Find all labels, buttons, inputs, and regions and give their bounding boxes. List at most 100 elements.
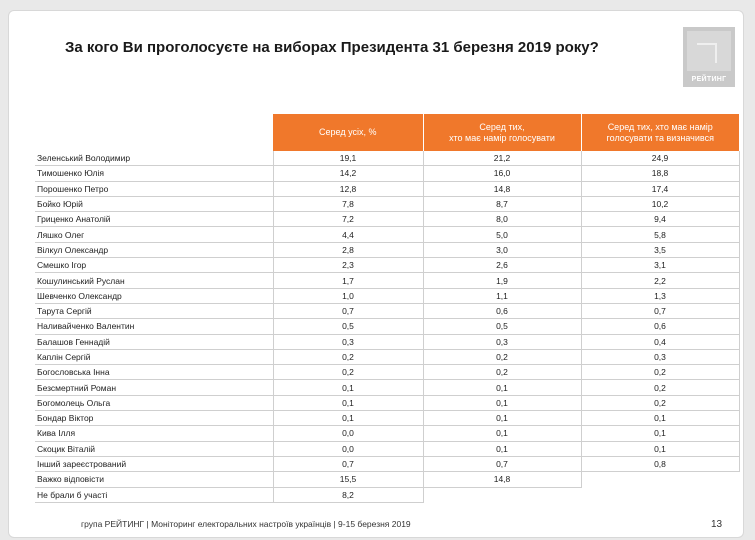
value-among-all: 0,2 [273, 349, 424, 366]
value-among-decided: 3,1 [581, 257, 740, 274]
candidate-name: Наливайченко Валентин [35, 318, 274, 335]
value-among-all: 2,8 [273, 242, 424, 259]
value-among-all: 0,5 [273, 318, 424, 335]
value-among-voters: 14,8 [423, 181, 582, 197]
table-row: Богословська Інна 0,2 0,2 0,2 [35, 364, 740, 381]
value-among-all: 1,0 [273, 288, 424, 304]
value-among-all: 14,2 [273, 165, 424, 182]
candidate-name: Важко відповісти [35, 471, 274, 488]
value-among-voters: 5,0 [423, 226, 582, 243]
value-among-voters: 0,2 [423, 349, 582, 366]
value-among-voters: 0,7 [423, 456, 582, 473]
candidate-name: Бойко Юрій [35, 196, 274, 213]
value-among-voters: 0,1 [423, 410, 582, 427]
table-row: Безсмертний Роман 0,1 0,1 0,2 [35, 379, 740, 396]
table-row: Каплін Сергій 0,2 0,2 0,3 [35, 349, 740, 366]
value-among-voters: 14,8 [423, 471, 582, 488]
candidate-name: Інший зареєстрований [35, 456, 274, 473]
value-among-voters: 21,2 [423, 151, 582, 167]
value-among-all: 15,5 [273, 471, 424, 488]
value-among-decided [581, 472, 739, 487]
candidate-name: Кива Ілля [35, 425, 274, 442]
table-row: Інший зареєстрований 0,7 0,7 0,8 [35, 456, 740, 473]
slide: За кого Ви проголосуєте на виборах Прези… [8, 10, 744, 538]
value-among-all: 7,2 [273, 211, 424, 228]
table-row: Кива Ілля 0,0 0,1 0,1 [35, 425, 740, 442]
value-among-voters: 0,2 [423, 364, 582, 381]
candidate-name: Вілкул Олександр [35, 242, 274, 259]
table-body: Зеленський Володимир 19,1 21,2 24,9 Тимошенк… [35, 151, 740, 503]
table-header-row: Серед усіх, % Серед тих, хто має намір г… [35, 114, 739, 151]
candidate-name: Бондар Віктор [35, 410, 274, 427]
value-among-decided: 0,2 [581, 379, 740, 396]
header-among-all: Серед усіх, % [273, 114, 424, 151]
value-among-decided: 0,7 [581, 303, 740, 320]
value-among-decided: 0,4 [581, 334, 740, 350]
candidate-name: Ляшко Олег [35, 226, 274, 243]
table-row: Смешко Ігор 2,3 2,6 3,1 [35, 257, 740, 274]
value-among-voters: 1,9 [423, 272, 582, 289]
candidate-name: Безсмертний Роман [35, 379, 274, 396]
table-row: Кошулинський Руслан 1,7 1,9 2,2 [35, 272, 740, 289]
candidate-name: Порошенко Петро [35, 181, 274, 197]
candidate-name: Кошулинський Руслан [35, 272, 274, 289]
value-among-voters [423, 487, 581, 502]
candidate-name: Шевченко Олександр [35, 288, 274, 304]
header-among-decided: Серед тих, хто має намір голосувати та в… [581, 114, 739, 151]
value-among-voters: 0,1 [423, 441, 582, 457]
value-among-all: 12,8 [273, 181, 424, 197]
candidate-name: Богомолець Ольга [35, 395, 274, 412]
value-among-voters: 8,0 [423, 211, 582, 228]
table-row: Тимошенко Юлія 14,2 16,0 18,8 [35, 165, 740, 182]
value-among-all: 2,3 [273, 257, 424, 274]
value-among-voters: 0,1 [423, 379, 582, 396]
table-row: Бойко Юрій 7,8 8,7 10,2 [35, 196, 740, 213]
value-among-all: 1,7 [273, 272, 424, 289]
candidate-name: Богословська Інна [35, 364, 274, 381]
value-among-decided: 10,2 [581, 196, 740, 213]
value-among-voters: 8,7 [423, 196, 582, 213]
table-row: Богомолець Ольга 0,1 0,1 0,2 [35, 395, 740, 412]
value-among-decided [581, 487, 739, 502]
table-row: Бондар Віктор 0,1 0,1 0,1 [35, 410, 740, 427]
table-row: Зеленський Володимир 19,1 21,2 24,9 [35, 151, 740, 167]
value-among-decided: 3,5 [581, 242, 740, 259]
logo-text: РЕЙТИНГ [691, 76, 727, 83]
candidate-name: Каплін Сергій [35, 349, 274, 366]
value-among-decided: 24,9 [581, 151, 740, 167]
footer-text: група РЕЙТИНГ | Моніторинг електоральних… [81, 519, 411, 529]
rating-logo: РЕЙТИНГ [683, 27, 735, 87]
value-among-decided: 0,3 [581, 349, 740, 366]
value-among-decided: 0,1 [581, 410, 740, 427]
value-among-decided: 18,8 [581, 165, 740, 182]
value-among-decided: 5,8 [581, 226, 740, 243]
candidate-name: Тарута Сергій [35, 303, 274, 320]
table-row: Шевченко Олександр 1,0 1,1 1,3 [35, 288, 740, 304]
value-among-voters: 16,0 [423, 165, 582, 182]
value-among-voters: 1,1 [423, 288, 582, 304]
value-among-voters: 2,6 [423, 257, 582, 274]
logo-mark-icon [687, 31, 731, 71]
table-row: Гриценко Анатолій 7,2 8,0 9,4 [35, 211, 740, 228]
value-among-decided: 0,6 [581, 318, 740, 335]
candidate-name: Тимошенко Юлія [35, 165, 274, 182]
value-among-decided: 0,8 [581, 456, 740, 473]
value-among-all: 0,1 [273, 379, 424, 396]
header-blank-cell [35, 114, 273, 151]
value-among-voters: 0,5 [423, 318, 582, 335]
value-among-voters: 0,1 [423, 395, 582, 412]
table-row: Балашов Геннадій 0,3 0,3 0,4 [35, 334, 740, 350]
table-row: Порошенко Петро 12,8 14,8 17,4 [35, 181, 740, 197]
value-among-all: 7,8 [273, 196, 424, 213]
value-among-voters: 0,3 [423, 334, 582, 350]
table-row: Ляшко Олег 4,4 5,0 5,8 [35, 226, 740, 243]
candidate-name: Балашов Геннадій [35, 334, 274, 350]
value-among-decided: 0,2 [581, 364, 740, 381]
value-among-decided: 1,3 [581, 288, 740, 304]
slide-title: За кого Ви проголосуєте на виборах Прези… [65, 39, 599, 56]
value-among-all: 0,0 [273, 425, 424, 442]
value-among-decided: 9,4 [581, 211, 740, 228]
table-row: Вілкул Олександр 2,8 3,0 3,5 [35, 242, 740, 259]
results-table: Серед усіх, % Серед тих, хто має намір г… [35, 114, 740, 503]
value-among-voters: 3,0 [423, 242, 582, 259]
